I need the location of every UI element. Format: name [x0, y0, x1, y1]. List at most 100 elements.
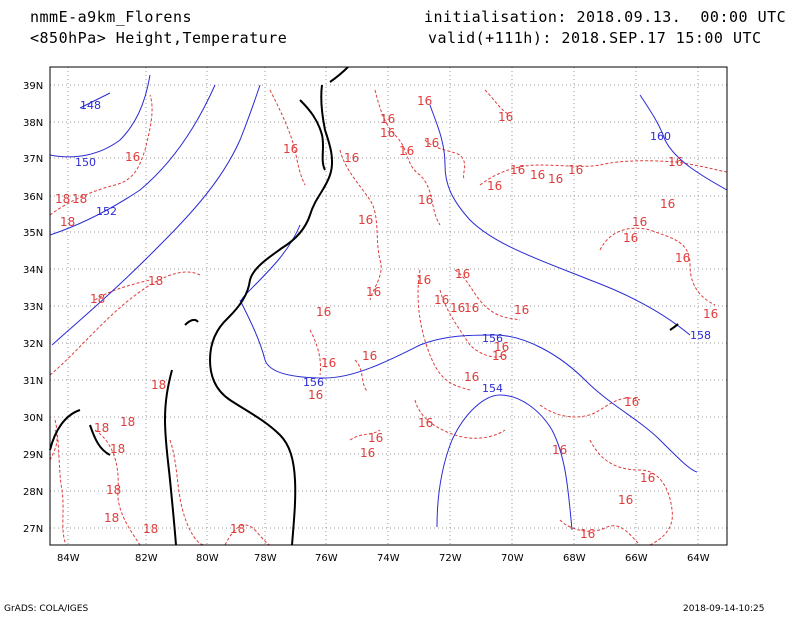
svg-text:16: 16	[498, 110, 513, 124]
svg-text:16: 16	[464, 370, 479, 384]
svg-text:34N: 34N	[23, 265, 43, 276]
svg-text:72W: 72W	[439, 553, 462, 564]
svg-text:80W: 80W	[196, 553, 219, 564]
svg-text:16: 16	[487, 179, 502, 193]
svg-text:16: 16	[362, 349, 377, 363]
svg-text:16: 16	[358, 213, 373, 227]
svg-text:70W: 70W	[501, 553, 524, 564]
svg-text:18: 18	[72, 192, 87, 206]
svg-text:18: 18	[120, 415, 135, 429]
svg-text:18: 18	[55, 192, 70, 206]
svg-text:150: 150	[75, 156, 96, 169]
svg-text:16: 16	[703, 307, 718, 321]
svg-text:16: 16	[632, 215, 647, 229]
footer-timestamp: 2018-09-14-10:25	[683, 604, 765, 614]
svg-text:16: 16	[308, 388, 323, 402]
svg-text:16: 16	[492, 349, 507, 363]
svg-text:18: 18	[148, 274, 163, 288]
svg-text:16: 16	[368, 431, 383, 445]
svg-text:16: 16	[568, 163, 583, 177]
svg-text:16: 16	[514, 303, 529, 317]
svg-text:16: 16	[424, 136, 439, 150]
svg-text:16: 16	[434, 293, 449, 307]
svg-text:35N: 35N	[23, 228, 43, 239]
svg-text:154: 154	[482, 382, 503, 395]
svg-text:16: 16	[464, 301, 479, 315]
svg-text:18: 18	[143, 522, 158, 536]
coastline	[49, 66, 679, 546]
svg-text:18: 18	[230, 522, 245, 536]
svg-text:16: 16	[675, 251, 690, 265]
svg-text:33N: 33N	[23, 302, 43, 313]
svg-text:27N: 27N	[23, 524, 43, 535]
svg-text:68W: 68W	[563, 553, 586, 564]
svg-text:18: 18	[104, 511, 119, 525]
svg-text:31N: 31N	[23, 376, 43, 387]
svg-text:32N: 32N	[23, 339, 43, 350]
svg-text:148: 148	[80, 99, 101, 112]
svg-text:16: 16	[125, 150, 140, 164]
svg-text:29N: 29N	[23, 450, 43, 461]
svg-text:158: 158	[690, 329, 711, 342]
svg-text:16: 16	[418, 416, 433, 430]
svg-text:16: 16	[321, 356, 336, 370]
svg-text:18: 18	[106, 483, 121, 497]
svg-text:38N: 38N	[23, 118, 43, 129]
svg-text:18: 18	[90, 292, 105, 306]
svg-text:66W: 66W	[625, 553, 648, 564]
svg-text:16: 16	[380, 112, 395, 126]
svg-text:16: 16	[510, 163, 525, 177]
svg-text:64W: 64W	[687, 553, 710, 564]
svg-text:16: 16	[640, 471, 655, 485]
svg-text:16: 16	[399, 144, 414, 158]
svg-text:39N: 39N	[23, 81, 43, 92]
svg-text:16: 16	[316, 305, 331, 319]
height-contour-labels: 148 150 152 160 156 156 154 158	[75, 99, 711, 395]
valid-time: valid(+111h): 2018.SEP.17 15:00 UTC	[428, 29, 762, 47]
svg-text:16: 16	[380, 126, 395, 140]
svg-text:16: 16	[580, 527, 595, 541]
svg-text:16: 16	[494, 340, 509, 354]
svg-text:28N: 28N	[23, 487, 43, 498]
svg-text:84W: 84W	[57, 553, 80, 564]
svg-text:16: 16	[530, 168, 545, 182]
grid	[50, 67, 727, 545]
field-title: <850hPa> Height,Temperature	[30, 29, 288, 47]
svg-text:16: 16	[548, 172, 563, 186]
svg-text:16: 16	[618, 493, 633, 507]
svg-text:16: 16	[455, 267, 470, 281]
latitude-labels: 39N 38N 37N 36N 35N 34N 33N 32N 31N 30N …	[23, 81, 43, 535]
height-contours	[49, 74, 728, 531]
svg-text:18: 18	[60, 215, 75, 229]
svg-text:78W: 78W	[254, 553, 277, 564]
svg-text:16: 16	[416, 273, 431, 287]
svg-text:76W: 76W	[315, 553, 338, 564]
svg-text:156: 156	[482, 332, 503, 345]
svg-text:16: 16	[624, 395, 639, 409]
svg-text:16: 16	[366, 285, 381, 299]
svg-text:16: 16	[623, 231, 638, 245]
svg-text:37N: 37N	[23, 154, 43, 165]
map-frame	[49, 66, 728, 546]
svg-text:160: 160	[650, 130, 671, 143]
temperature-contour-labels: 16 16 16 16 16 16 16 16 16 16 16 16 16 1…	[55, 94, 718, 541]
svg-text:82W: 82W	[135, 553, 158, 564]
svg-text:16: 16	[344, 151, 359, 165]
svg-text:18: 18	[110, 442, 125, 456]
model-title: nmmE-a9km_Florens	[30, 8, 193, 26]
svg-text:36N: 36N	[23, 192, 43, 203]
svg-text:16: 16	[660, 197, 675, 211]
svg-text:16: 16	[418, 193, 433, 207]
footer-credit: GrADS: COLA/IGES	[4, 604, 89, 614]
svg-text:16: 16	[450, 301, 465, 315]
svg-text:16: 16	[417, 94, 432, 108]
svg-text:74W: 74W	[377, 553, 400, 564]
svg-text:16: 16	[552, 443, 567, 457]
temperature-contours	[49, 89, 728, 546]
svg-text:30N: 30N	[23, 413, 43, 424]
svg-text:16: 16	[668, 155, 683, 169]
svg-text:152: 152	[96, 205, 117, 218]
svg-text:156: 156	[303, 376, 324, 389]
svg-text:18: 18	[94, 421, 109, 435]
